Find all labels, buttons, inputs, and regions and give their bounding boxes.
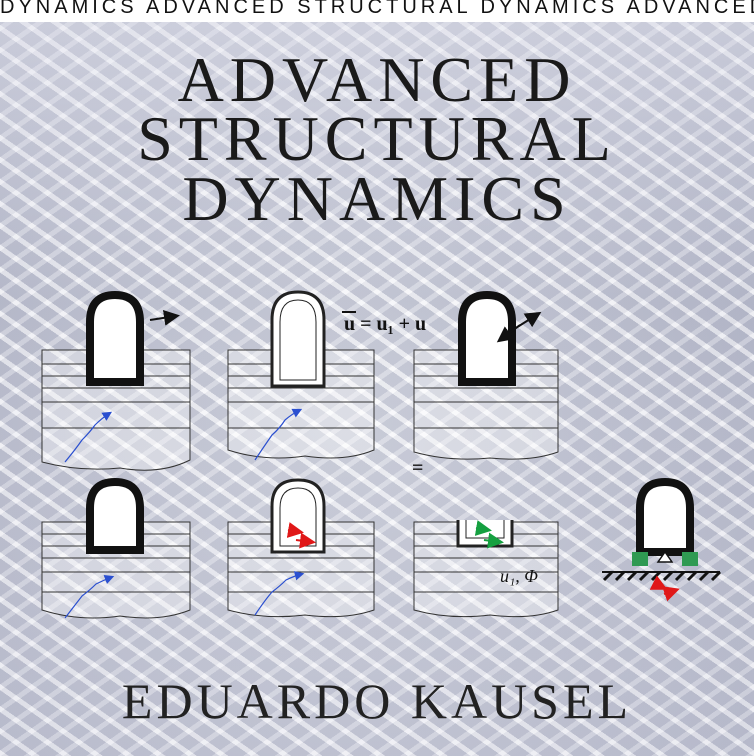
soil-panel-row2-c: u₁, Φ — [413, 520, 559, 618]
spring-icon — [682, 552, 698, 566]
author-name: EDUARDO KAUSEL — [121, 673, 633, 729]
red-arrow-icon — [649, 575, 668, 590]
green-arrow-icon — [474, 520, 492, 536]
building-shape — [458, 290, 516, 386]
foundation-label: u₁, Φ — [500, 566, 538, 586]
building-shape — [636, 477, 694, 556]
seismic-wave-icon — [254, 571, 305, 616]
pin-support-icon — [656, 550, 674, 563]
title-line-1: ADVANCED — [177, 44, 577, 115]
spring-icon — [632, 552, 648, 566]
top-strip-text: DYNAMICS ADVANCED STRUCTURAL DYNAMICS AD… — [0, 0, 754, 22]
seismic-wave-icon — [254, 408, 303, 461]
response-arrow-icon — [149, 309, 180, 326]
seismic-wave-icon — [64, 575, 115, 619]
red-arrow-icon — [286, 522, 304, 538]
equals-sign: = — [412, 457, 423, 479]
soil-panel-row1-b — [227, 290, 375, 461]
building-shape — [86, 477, 144, 554]
spring-support-panel — [602, 477, 722, 602]
green-arrow-icon — [483, 532, 504, 549]
seismic-wave-icon — [64, 411, 113, 463]
soil-panel-row2-a — [41, 477, 191, 619]
soil-panel-row1-a — [41, 290, 191, 471]
ground-hatch — [602, 570, 722, 582]
title-line-3: DYNAMICS — [182, 163, 572, 234]
red-arrow-icon — [295, 532, 316, 549]
red-arrow-icon — [662, 586, 680, 602]
building-shape — [86, 290, 144, 386]
displacement-equation: u = u₁ + u — [344, 313, 426, 335]
soil-panel-row1-c — [413, 290, 559, 460]
soil-panel-row2-b — [227, 478, 375, 618]
title-line-2: STRUCTURAL — [137, 103, 617, 174]
